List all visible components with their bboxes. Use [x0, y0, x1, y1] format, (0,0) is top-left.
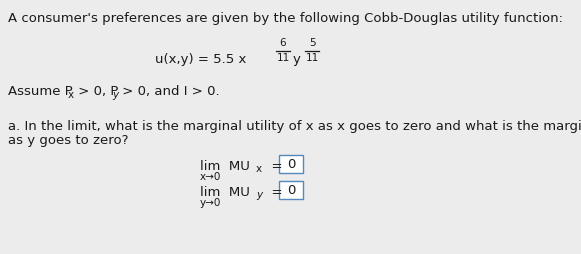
- Text: 11: 11: [277, 53, 289, 63]
- Text: 0: 0: [287, 158, 295, 171]
- Text: y: y: [112, 90, 118, 100]
- Text: y→0: y→0: [200, 197, 221, 207]
- Text: lim  MU: lim MU: [200, 159, 250, 172]
- Text: 0: 0: [287, 184, 295, 197]
- Text: > 0, P: > 0, P: [74, 85, 119, 98]
- FancyBboxPatch shape: [279, 155, 303, 173]
- Text: y: y: [256, 189, 262, 199]
- Text: x→0: x→0: [200, 171, 221, 181]
- Text: a. In the limit, what is the marginal utility of x as x goes to zero and what is: a. In the limit, what is the marginal ut…: [8, 120, 581, 133]
- Text: u(x,y) = 5.5 x: u(x,y) = 5.5 x: [155, 53, 246, 66]
- Text: =: =: [263, 185, 282, 198]
- Text: 5: 5: [309, 38, 315, 48]
- Text: A consumer's preferences are given by the following Cobb-Douglas utility functio: A consumer's preferences are given by th…: [8, 12, 563, 25]
- Text: > 0, and I > 0.: > 0, and I > 0.: [118, 85, 220, 98]
- Text: 6: 6: [279, 38, 286, 48]
- Text: y: y: [293, 53, 301, 66]
- Text: Assume P: Assume P: [8, 85, 73, 98]
- Text: x: x: [68, 90, 74, 100]
- Text: =: =: [263, 159, 282, 172]
- Text: 11: 11: [306, 53, 318, 63]
- Text: as y goes to zero?: as y goes to zero?: [8, 133, 128, 146]
- Text: lim  MU: lim MU: [200, 185, 250, 198]
- Text: x: x: [256, 163, 262, 173]
- FancyBboxPatch shape: [279, 181, 303, 199]
